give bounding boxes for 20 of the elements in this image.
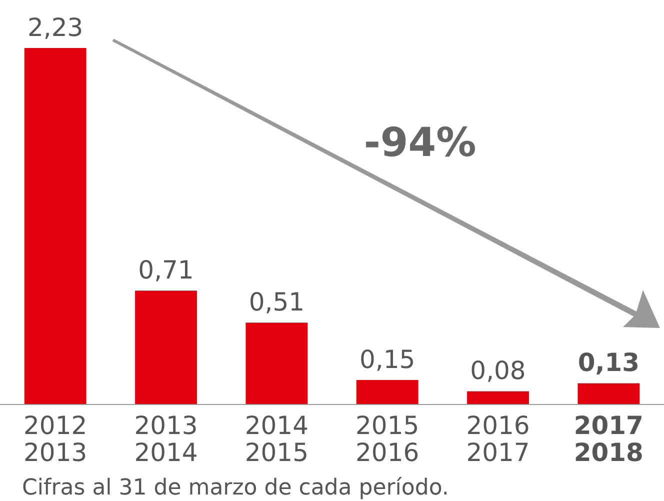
x-tick-label: 2014 2015 bbox=[244, 411, 308, 467]
data-label: 0,13 bbox=[578, 348, 640, 378]
bar bbox=[356, 380, 418, 404]
x-tick-label: 2017 2018 bbox=[574, 411, 644, 467]
bar bbox=[246, 322, 308, 404]
annotation: -94% bbox=[364, 120, 476, 166]
data-label: 0,15 bbox=[359, 345, 416, 374]
data-label: 0,71 bbox=[138, 256, 194, 285]
bar bbox=[24, 48, 86, 404]
data-label: 0,08 bbox=[470, 356, 526, 386]
bar bbox=[467, 391, 529, 404]
x-tick-label: 2013 2014 bbox=[134, 411, 198, 467]
x-tick-label: 2015 2016 bbox=[356, 411, 420, 467]
x-tick-label: 2016 2017 bbox=[466, 411, 530, 467]
bar bbox=[578, 383, 640, 404]
bar bbox=[135, 290, 197, 404]
data-label: 0,51 bbox=[248, 288, 305, 317]
data-label: 2,23 bbox=[27, 13, 84, 42]
x-tick-label: 2012 2013 bbox=[24, 411, 88, 467]
text: Cifras al 31 de marzo de cada período. bbox=[22, 476, 449, 500]
